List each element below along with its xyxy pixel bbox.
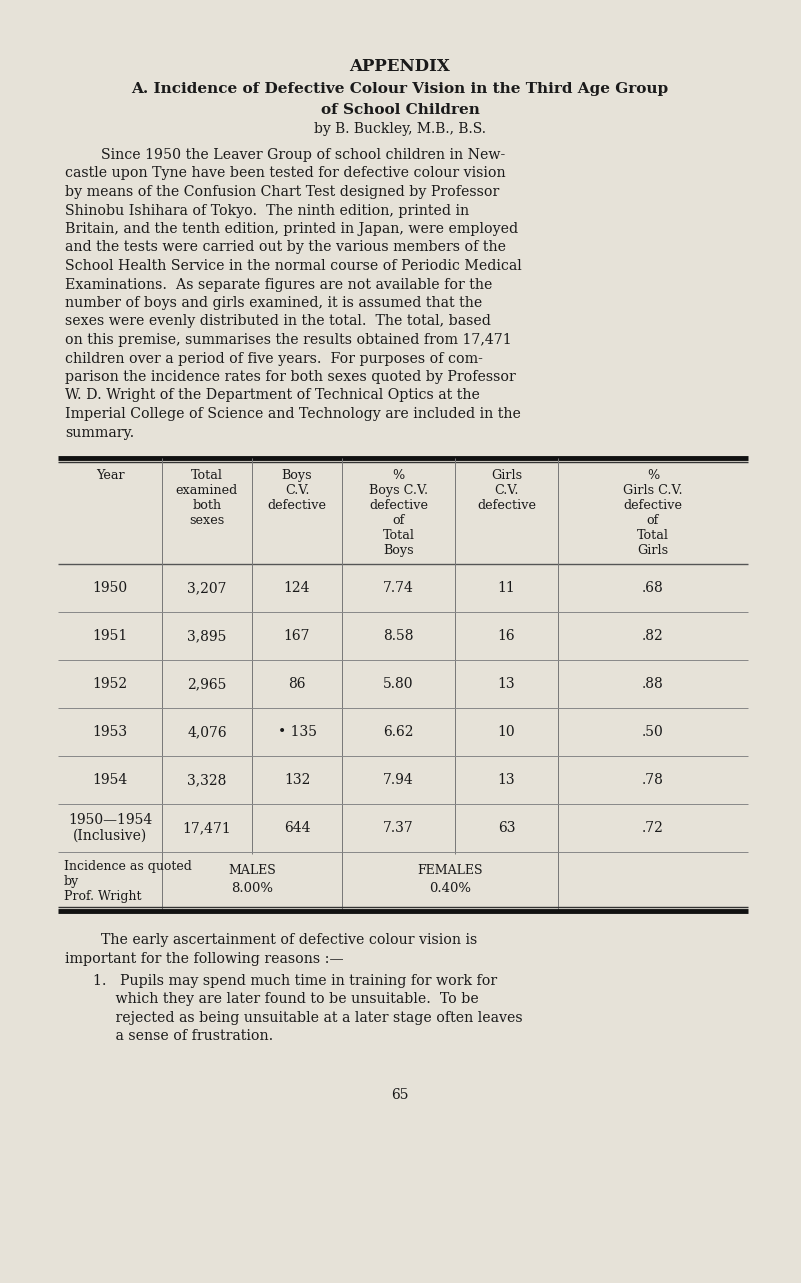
Text: 8.00%: 8.00% [231, 881, 273, 896]
Text: 0.40%: 0.40% [429, 881, 471, 896]
Text: which they are later found to be unsuitable.  To be: which they are later found to be unsuita… [75, 993, 479, 1006]
Text: 11: 11 [497, 581, 515, 595]
Text: MALES: MALES [228, 863, 276, 878]
Text: 167: 167 [284, 629, 310, 643]
Text: 124: 124 [284, 581, 310, 595]
Text: Shinobu Ishihara of Tokyo.  The ninth edition, printed in: Shinobu Ishihara of Tokyo. The ninth edi… [65, 204, 469, 218]
Text: parison the incidence rates for both sexes quoted by Professor: parison the incidence rates for both sex… [65, 370, 516, 384]
Text: Year: Year [95, 470, 124, 482]
Text: rejected as being unsuitable at a later stage often leaves: rejected as being unsuitable at a later … [75, 1011, 522, 1025]
Text: summary.: summary. [65, 426, 135, 440]
Text: 1954: 1954 [92, 772, 127, 786]
Text: .68: .68 [642, 581, 664, 595]
Text: 1953: 1953 [92, 725, 127, 739]
Text: castle upon Tyne have been tested for defective colour vision: castle upon Tyne have been tested for de… [65, 167, 505, 181]
Text: %
Boys C.V.
defective
of
Total
Boys: % Boys C.V. defective of Total Boys [369, 470, 428, 557]
Text: 1950—1954
(Inclusive): 1950—1954 (Inclusive) [68, 813, 152, 843]
Text: 1950: 1950 [92, 581, 127, 595]
Text: number of boys and girls examined, it is assumed that the: number of boys and girls examined, it is… [65, 296, 482, 310]
Text: FEMALES: FEMALES [417, 863, 483, 878]
Text: Incidence as quoted
by
Prof. Wright: Incidence as quoted by Prof. Wright [64, 860, 192, 903]
Text: W. D. Wright of the Department of Technical Optics at the: W. D. Wright of the Department of Techni… [65, 389, 480, 403]
Text: 7.37: 7.37 [383, 821, 414, 835]
Text: 17,471: 17,471 [183, 821, 231, 835]
Text: of School Children: of School Children [320, 103, 480, 117]
Text: Girls
C.V.
defective: Girls C.V. defective [477, 470, 536, 512]
Text: 3,895: 3,895 [187, 629, 227, 643]
Text: 13: 13 [497, 772, 515, 786]
Text: 63: 63 [497, 821, 515, 835]
Text: .78: .78 [642, 772, 664, 786]
Text: by B. Buckley, M.B., B.S.: by B. Buckley, M.B., B.S. [314, 122, 486, 136]
Text: sexes were evenly distributed in the total.  The total, based: sexes were evenly distributed in the tot… [65, 314, 491, 328]
Text: 644: 644 [284, 821, 310, 835]
Text: • 135: • 135 [277, 725, 316, 739]
Text: .82: .82 [642, 629, 664, 643]
Text: 8.58: 8.58 [383, 629, 414, 643]
Text: 4,076: 4,076 [187, 725, 227, 739]
Text: important for the following reasons :—: important for the following reasons :— [65, 952, 344, 966]
Text: .88: .88 [642, 677, 664, 692]
Text: on this premise, summarises the results obtained from 17,471: on this premise, summarises the results … [65, 334, 512, 346]
Text: 7.74: 7.74 [383, 581, 414, 595]
Text: 1951: 1951 [92, 629, 127, 643]
Text: Since 1950 the Leaver Group of school children in New-: Since 1950 the Leaver Group of school ch… [65, 148, 505, 162]
Text: Examinations.  As separate figures are not available for the: Examinations. As separate figures are no… [65, 277, 493, 291]
Text: .50: .50 [642, 725, 664, 739]
Text: 1.   Pupils may spend much time in training for work for: 1. Pupils may spend much time in trainin… [75, 974, 497, 988]
Text: School Health Service in the normal course of Periodic Medical: School Health Service in the normal cour… [65, 259, 521, 273]
Text: %
Girls C.V.
defective
of
Total
Girls: % Girls C.V. defective of Total Girls [623, 470, 682, 557]
Text: Boys
C.V.
defective: Boys C.V. defective [268, 470, 327, 512]
Text: 10: 10 [497, 725, 515, 739]
Text: by means of the Confusion Chart Test designed by Professor: by means of the Confusion Chart Test des… [65, 185, 499, 199]
Text: 132: 132 [284, 772, 310, 786]
Text: 7.94: 7.94 [383, 772, 414, 786]
Text: 6.62: 6.62 [383, 725, 414, 739]
Text: The early ascertainment of defective colour vision is: The early ascertainment of defective col… [65, 933, 477, 947]
Text: Imperial College of Science and Technology are included in the: Imperial College of Science and Technolo… [65, 407, 521, 421]
Text: A. Incidence of Defective Colour Vision in the Third Age Group: A. Incidence of Defective Colour Vision … [131, 82, 669, 96]
Text: APPENDIX: APPENDIX [349, 58, 450, 74]
Text: 16: 16 [497, 629, 515, 643]
Text: and the tests were carried out by the various members of the: and the tests were carried out by the va… [65, 240, 506, 254]
Text: 3,207: 3,207 [187, 581, 227, 595]
Text: a sense of frustration.: a sense of frustration. [75, 1029, 273, 1043]
Text: 65: 65 [391, 1088, 409, 1102]
Text: 2,965: 2,965 [187, 677, 227, 692]
Text: children over a period of five years.  For purposes of com-: children over a period of five years. Fo… [65, 352, 483, 366]
Text: .72: .72 [642, 821, 664, 835]
Text: Britain, and the tenth edition, printed in Japan, were employed: Britain, and the tenth edition, printed … [65, 222, 518, 236]
Text: Total
examined
both
sexes: Total examined both sexes [176, 470, 238, 527]
Text: 3,328: 3,328 [187, 772, 227, 786]
Text: 13: 13 [497, 677, 515, 692]
Text: 86: 86 [288, 677, 306, 692]
Text: 5.80: 5.80 [383, 677, 414, 692]
Text: 1952: 1952 [92, 677, 127, 692]
